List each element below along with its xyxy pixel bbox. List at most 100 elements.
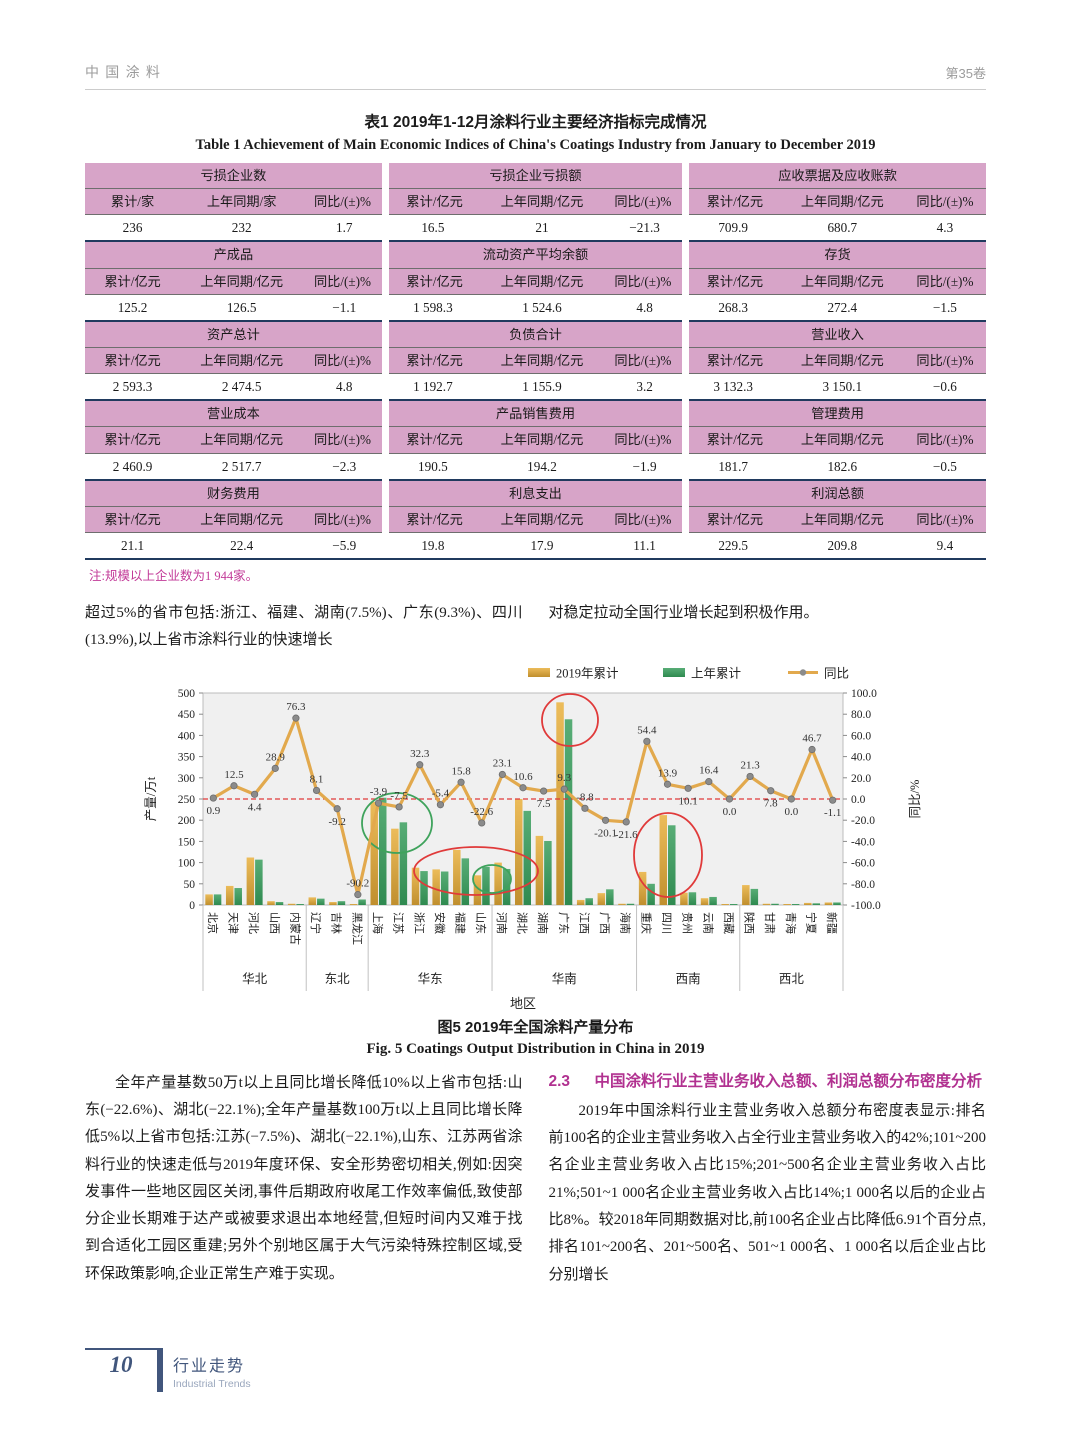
bar-2019: [804, 902, 812, 905]
table-group-header: 亏损企业亏损额: [381, 163, 686, 190]
table-group-header: 应收票据及应收账款: [682, 163, 986, 190]
bar-2019: [453, 849, 461, 905]
region-label: 西南: [676, 971, 701, 986]
bar-2019: [267, 900, 275, 905]
x-tick-label: 青海: [784, 912, 798, 934]
annotation-ellipses: [361, 692, 703, 898]
data-point: [416, 760, 424, 769]
table-column-header: 上年同期/亿元: [480, 426, 604, 454]
bar-prev-year: [482, 866, 490, 905]
bar-2019: [783, 903, 791, 905]
data-label: 46.7: [802, 732, 822, 744]
region-label: 华东: [418, 971, 443, 986]
data-label: 10.1: [679, 795, 698, 807]
table-cell: 182.6: [780, 453, 904, 481]
bar-2019: [391, 828, 399, 905]
table-column-header: 累计/亿元: [682, 188, 781, 216]
figure-caption-zh: 图5 2019年全国涂料产量分布: [437, 1018, 634, 1036]
table-cell: 17.9: [480, 532, 604, 561]
trend-line: 0.9 12.5 4.4 28.9 76.3 8.1 -9.2 -90.2 -3.9 -7.5 32…: [206, 701, 841, 898]
bar-prev-year: [688, 891, 697, 905]
volume-label: 第35卷: [945, 66, 986, 81]
table-column-header: 同比/(±)%: [303, 426, 386, 454]
table-cell: 1 155.9: [480, 373, 604, 402]
svg-text:-100.0: -100.0: [851, 900, 881, 912]
bar-2019: [308, 897, 317, 905]
table-column-header: 同比/(±)%: [303, 347, 386, 375]
svg-text:-20.0: -20.0: [851, 815, 875, 827]
table-group-header: 存货: [682, 241, 986, 269]
data-point: [209, 794, 217, 802]
data-label: 12.5: [224, 768, 244, 780]
table-cell: −1.1: [303, 294, 386, 322]
data-label: 32.3: [410, 747, 430, 759]
data-point: [478, 819, 486, 827]
table-column-header: 累计/亿元: [381, 188, 481, 216]
table-cell: 268.3: [685, 294, 781, 322]
section-number: 2.3: [548, 1072, 571, 1090]
data-label: -8.8: [576, 791, 594, 803]
bar-2019: [287, 903, 296, 905]
x-tick-label: 湖北: [516, 912, 529, 934]
x-tick-label: 四川: [660, 912, 672, 934]
table-column-header: 累计/亿元: [381, 506, 481, 533]
table-cell: −5.9: [303, 532, 386, 561]
paragraph: 对稳定拉动全国行业增长起到积极作用。: [548, 605, 819, 622]
table-column-header: 上年同期/亿元: [180, 426, 304, 454]
table-cell: 1 598.3: [385, 294, 481, 322]
data-label: 23.1: [493, 757, 512, 769]
bar-prev-year: [750, 888, 759, 905]
bar-2019: [576, 899, 585, 905]
x-tick-label: 山西: [268, 912, 281, 934]
x-tick-label: 江苏: [392, 912, 405, 934]
bar-2019: [225, 885, 234, 905]
table-cell: −1.5: [903, 294, 986, 322]
svg-text:40.0: 40.0: [851, 751, 871, 763]
table-cell: 11.1: [603, 532, 686, 561]
data-label: 13.9: [658, 767, 678, 779]
data-point: [767, 786, 775, 795]
annotation-ellipse: [361, 791, 433, 854]
table-column-header: 累计/亿元: [682, 506, 781, 533]
annotation-ellipse: [633, 811, 703, 898]
bar-prev-year: [647, 883, 655, 905]
x-tick-label: 江西: [577, 912, 590, 934]
section-heading: 2.3 中国涂料行业主营业务收入总额、利润总额分布密度分析: [549, 1070, 987, 1094]
svg-text:300: 300: [178, 773, 196, 785]
data-label: 21.3: [740, 759, 760, 771]
x-tick-label: 天津: [226, 912, 239, 934]
data-point: [705, 777, 713, 785]
table-column-header: 同比/(±)%: [903, 347, 986, 375]
table-cell: 181.7: [685, 453, 781, 481]
svg-text:-40.0: -40.0: [851, 836, 875, 848]
table-column-header: 同比/(±)%: [303, 506, 386, 533]
table-group-header: 产品销售费用: [381, 400, 686, 428]
data-point: [725, 795, 734, 803]
table-group-header: 产成品: [85, 241, 386, 269]
data-label: 15.8: [451, 765, 471, 777]
table-column-header: 累计/亿元: [85, 347, 181, 375]
data-label: 76.3: [286, 701, 306, 713]
x-tick-label: 贵州: [681, 912, 694, 934]
bar-2019: [597, 892, 606, 905]
table-column-header: 累计/亿元: [381, 268, 481, 295]
table-cell: 1.7: [303, 214, 386, 243]
x-tick-label: 湖南: [536, 912, 549, 934]
bar-prev-year: [234, 887, 242, 905]
x-tick-label: 新疆: [825, 912, 839, 934]
table-cell: 232: [180, 214, 304, 243]
svg-text:250: 250: [178, 794, 196, 806]
table-group-header: 营业收入: [682, 320, 986, 348]
annotation-ellipse: [472, 863, 512, 894]
x-tick-label: 山东: [474, 912, 487, 934]
x-tick-label: 上海: [371, 912, 385, 934]
data-point: [560, 785, 568, 793]
x-axis-labels: 北京 天津 河北 山西 内蒙古 辽宁 吉林 黑龙江 上海 江苏 浙江 安徽 福建 山东 河南 湖北 湖南 广东 江西…: [206, 912, 839, 945]
bar-prev-year: [358, 899, 366, 905]
data-label: -5.4: [432, 787, 450, 799]
table-cell: 21.1: [85, 532, 181, 561]
table-cell: 2 517.7: [180, 453, 304, 481]
economic-indices-table: 亏损企业数 亏损企业亏损额 应收票据及应收账款 累计/家 上年同期/家 同比/(±)% 累计…: [85, 163, 986, 561]
table-cell: 2 460.9: [85, 453, 181, 481]
